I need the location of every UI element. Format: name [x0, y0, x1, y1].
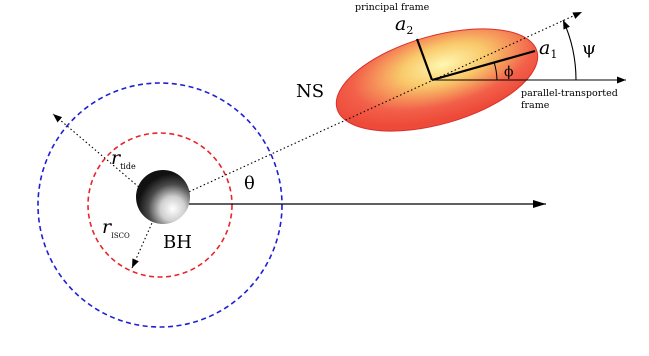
inner-radius-circle: [87, 132, 233, 278]
outer-radius-circle: [37, 82, 283, 328]
bh-label: BH: [163, 232, 192, 253]
principal-axis-a1: [431, 49, 536, 82]
principal-axis-a2: [415, 38, 434, 81]
r-tide-label: rtide: [111, 147, 136, 171]
parallel-frame-label: parallel-transported: [521, 88, 618, 99]
psi-label: ψ: [582, 38, 596, 59]
black-hole: [136, 170, 190, 224]
r-isco-arrow: [131, 204, 161, 269]
a1-label: a1: [539, 37, 557, 61]
a2-label: a2: [395, 13, 413, 37]
principal-frame-label: principal frame: [355, 2, 430, 13]
r-isco-label: rISCO: [102, 216, 130, 240]
parallel-frame-label-2: frame: [521, 100, 550, 111]
psi-angle-arc: [562, 19, 577, 81]
r-tide-arrow: [52, 113, 161, 206]
line-of-sight: [159, 11, 583, 206]
phi-label: ϕ: [504, 64, 514, 80]
phi-angle-arc: [493, 61, 498, 81]
ns-label: NS: [296, 81, 324, 102]
theta-label: θ: [244, 173, 255, 194]
